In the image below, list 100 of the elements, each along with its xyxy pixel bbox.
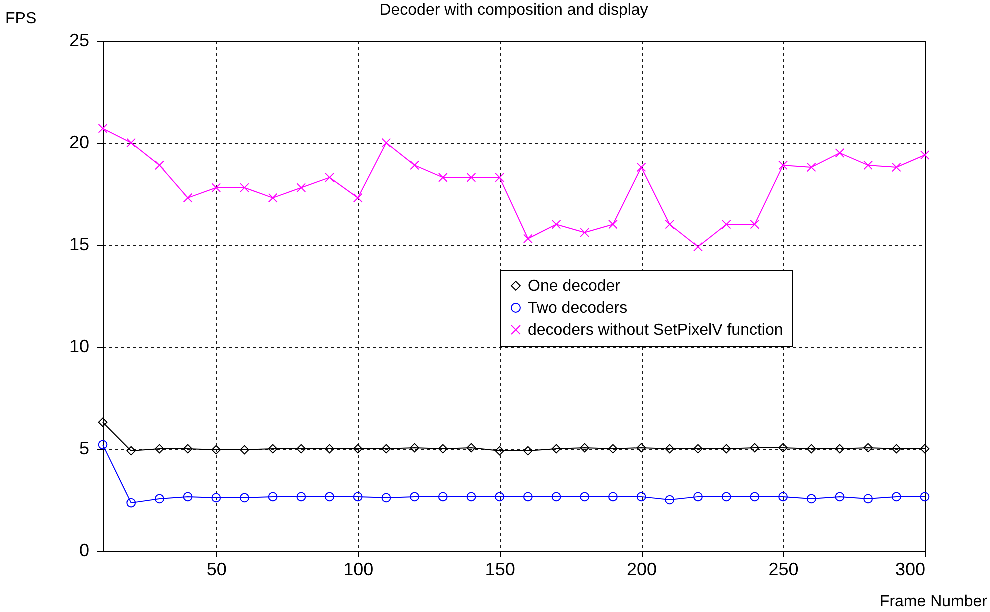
- y-axis-title: FPS: [6, 10, 37, 28]
- point: [438, 492, 448, 502]
- point: [665, 495, 675, 505]
- point: [240, 493, 250, 503]
- point: [296, 444, 306, 454]
- point: [552, 492, 562, 502]
- point: [212, 183, 222, 193]
- point: [240, 183, 250, 193]
- point: [466, 443, 476, 453]
- point: [892, 444, 902, 454]
- point: [438, 172, 448, 182]
- point: [806, 444, 816, 454]
- x-axis-title: Frame Number: [880, 594, 988, 610]
- x-tick-label: 50: [206, 560, 227, 580]
- point: [98, 124, 108, 134]
- point: [410, 160, 420, 170]
- point: [126, 498, 136, 508]
- point: [268, 492, 278, 502]
- point: [920, 444, 930, 454]
- point: [580, 443, 590, 453]
- point: [892, 492, 902, 502]
- point: [353, 492, 363, 502]
- point: [750, 220, 760, 230]
- point: [694, 242, 703, 252]
- point: [212, 493, 222, 503]
- point: [325, 492, 334, 502]
- point: [183, 193, 193, 203]
- x-tick-label: 300: [895, 560, 926, 580]
- point: [892, 162, 902, 172]
- point: [495, 492, 505, 502]
- point: [608, 444, 618, 454]
- point: [183, 444, 193, 454]
- y-tick-label: 10: [69, 336, 90, 356]
- point: [126, 138, 136, 148]
- point: [864, 494, 873, 504]
- point: [268, 444, 278, 454]
- point: [778, 160, 788, 170]
- point: [552, 220, 562, 230]
- point: [835, 444, 845, 454]
- point: [920, 492, 930, 502]
- point: [126, 446, 136, 456]
- point: [864, 443, 873, 453]
- x-tick-label: 150: [485, 560, 516, 580]
- point: [778, 443, 788, 453]
- legend-label: One decoder: [528, 278, 622, 295]
- x-tick-label: 100: [344, 560, 374, 580]
- point: [750, 443, 760, 453]
- point: [580, 492, 590, 502]
- point: [608, 220, 618, 230]
- point: [296, 492, 306, 502]
- point: [580, 228, 590, 238]
- point: [466, 492, 476, 502]
- y-tick-label: 5: [79, 438, 90, 458]
- point: [523, 234, 533, 244]
- point: [155, 160, 164, 170]
- point: [240, 445, 250, 455]
- point: [410, 492, 420, 502]
- y-tick-label: 15: [69, 234, 90, 254]
- point: [722, 492, 732, 502]
- point: [353, 193, 363, 203]
- point: [806, 494, 816, 504]
- point: [495, 172, 505, 182]
- point: [835, 492, 845, 502]
- point: [523, 446, 533, 456]
- point: [778, 492, 788, 502]
- point: [920, 150, 930, 160]
- x-tick-label: 200: [627, 560, 658, 580]
- legend-label: Two decoders: [528, 300, 628, 317]
- legend-label: decoders without SetPixelV function: [528, 322, 784, 339]
- point: [864, 160, 873, 170]
- chart-title: Decoder with composition and display: [380, 2, 648, 19]
- point: [722, 444, 732, 454]
- point: [155, 494, 164, 504]
- point: [665, 444, 675, 454]
- point: [410, 443, 420, 453]
- point: [353, 444, 363, 454]
- point: [694, 492, 703, 502]
- point: [750, 492, 760, 502]
- point: [495, 446, 505, 456]
- x-tick-label: 250: [768, 560, 799, 580]
- point: [636, 443, 646, 453]
- point: [665, 220, 675, 230]
- point: [722, 220, 732, 230]
- point: [552, 444, 562, 454]
- point: [523, 492, 533, 502]
- point: [382, 138, 392, 148]
- point: [98, 440, 108, 450]
- point: [325, 444, 334, 454]
- point: [212, 445, 222, 455]
- point: [806, 162, 816, 172]
- y-tick-label: 25: [69, 30, 90, 50]
- point: [835, 148, 845, 158]
- point: [296, 183, 306, 193]
- point: [608, 492, 618, 502]
- point: [636, 492, 646, 502]
- point: [438, 444, 448, 454]
- point: [268, 193, 278, 203]
- point: [98, 418, 108, 428]
- point: [694, 444, 703, 454]
- point: [636, 162, 646, 172]
